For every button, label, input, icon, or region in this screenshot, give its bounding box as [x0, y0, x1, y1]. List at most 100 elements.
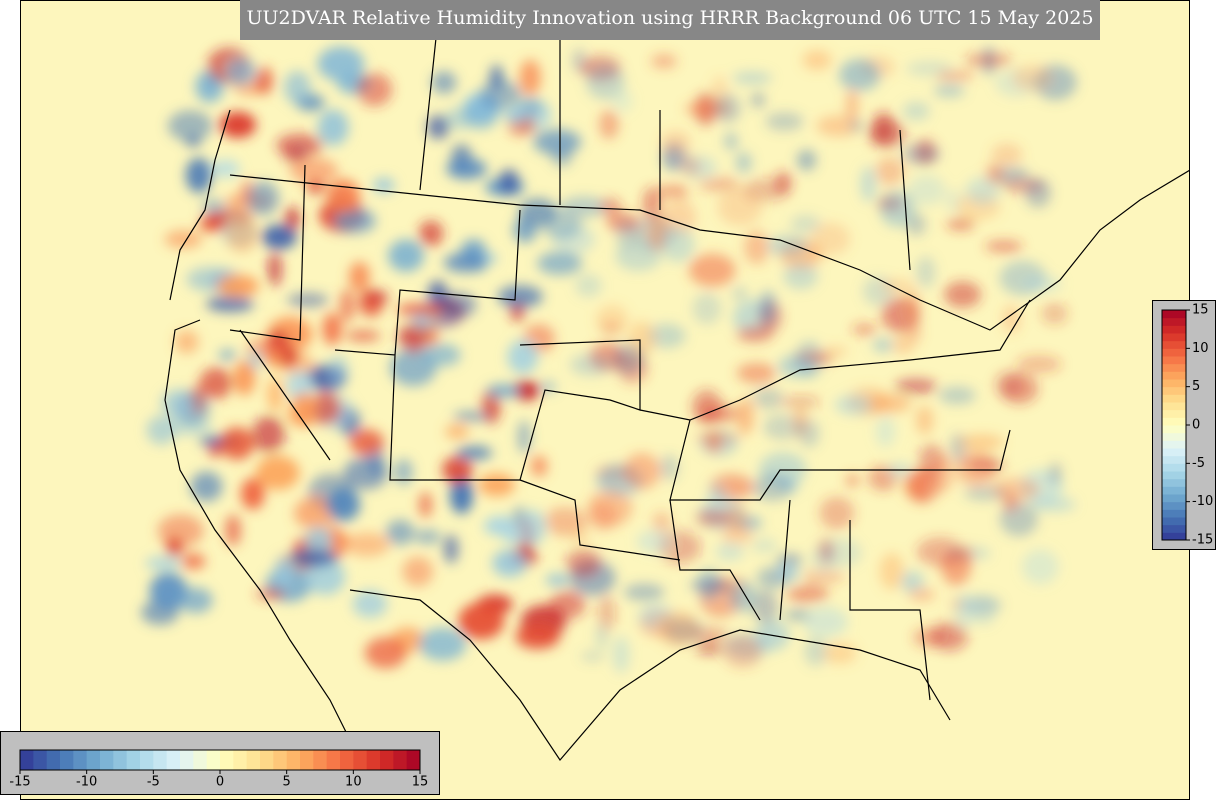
field-blob	[992, 477, 1040, 501]
field-blob	[533, 129, 582, 155]
field-blob	[908, 174, 946, 206]
field-blob	[612, 636, 630, 674]
colorbar-swatch	[153, 750, 168, 770]
field-blob	[220, 427, 255, 460]
colorbar-swatch	[140, 750, 154, 770]
field-blob	[364, 637, 407, 669]
field-blob	[437, 292, 477, 319]
field-blob	[731, 286, 748, 301]
field-blob	[190, 471, 223, 502]
field-blob	[598, 594, 616, 632]
tick-label: 10	[345, 775, 362, 790]
field-blob	[802, 606, 849, 637]
field-blob	[661, 227, 695, 263]
field-blob	[944, 281, 981, 308]
field-blob	[598, 198, 622, 216]
field-blob	[545, 574, 570, 586]
field-blob	[752, 387, 785, 410]
field-blob	[543, 507, 588, 537]
field-blob	[646, 323, 686, 349]
field-blob	[705, 430, 723, 453]
colorbar-swatch	[1162, 494, 1186, 503]
colorbar-swatch	[1162, 348, 1186, 357]
field-blob	[284, 206, 300, 231]
field-blob	[872, 338, 894, 352]
field-blob	[327, 487, 361, 522]
field-blob	[247, 181, 280, 216]
colorbar-swatch	[1162, 363, 1186, 372]
colorbar-right: 15 10 5 0 -5 -10 -15	[1161, 303, 1213, 548]
field-blob	[984, 240, 1023, 253]
field-blob	[783, 262, 818, 290]
field-blob	[512, 380, 540, 401]
field-blob	[790, 214, 821, 233]
field-blob	[164, 230, 203, 249]
colorbar-swatch	[1162, 317, 1186, 326]
field-blob	[268, 252, 282, 287]
field-blob	[210, 159, 240, 178]
field-blob	[419, 491, 432, 518]
field-blob	[642, 187, 662, 220]
colorbar-swatch	[193, 750, 208, 770]
field-blob	[615, 241, 662, 271]
field-blob	[698, 176, 740, 192]
field-blob	[349, 429, 384, 456]
field-blob	[816, 115, 862, 137]
colorbar-swatch	[1162, 310, 1186, 319]
colorbar-swatch	[60, 750, 74, 770]
field-blob	[616, 219, 636, 250]
field-blob	[810, 222, 851, 256]
field-blob	[208, 443, 222, 458]
colorbar-swatch	[1162, 340, 1186, 349]
field-blob	[930, 454, 955, 493]
field-blob	[305, 527, 333, 557]
colorbar-swatch	[353, 750, 368, 770]
field-blob	[766, 235, 809, 256]
field-blob	[385, 519, 415, 546]
field-blob	[317, 109, 349, 146]
tick-label: 15	[412, 775, 429, 790]
field-blob	[936, 71, 975, 82]
field-blob	[206, 296, 254, 313]
field-blob	[660, 130, 691, 155]
field-blob	[569, 353, 612, 376]
field-blob	[930, 621, 968, 651]
colorbar-swatch	[1162, 432, 1186, 441]
colorbar-swatch	[1162, 471, 1186, 480]
field-blob	[752, 473, 793, 501]
field-blob	[266, 377, 284, 412]
field-blob	[845, 88, 859, 122]
field-blob	[498, 169, 520, 195]
field-blob	[519, 509, 546, 546]
colorbar-swatch	[180, 750, 194, 770]
tick-label: -5	[1192, 456, 1205, 471]
field-blob	[612, 343, 645, 375]
field-blob	[443, 252, 487, 273]
field-blob	[328, 355, 349, 387]
field-blob	[588, 502, 617, 531]
field-blob	[446, 158, 488, 180]
colorbar-swatch	[1162, 333, 1186, 342]
field-blob	[515, 623, 560, 650]
tick-label: 15	[1192, 303, 1209, 318]
field-blob	[688, 253, 736, 287]
field-blob	[905, 60, 954, 77]
field-blob	[1048, 462, 1062, 485]
field-blob	[775, 561, 801, 582]
field-blob	[503, 107, 526, 123]
field-blob	[906, 321, 922, 344]
colorbar-swatch	[33, 750, 48, 770]
field-blob	[611, 89, 633, 113]
colorbar-swatch	[46, 750, 61, 770]
field-blob	[145, 556, 182, 571]
field-blob	[724, 132, 738, 151]
field-blob	[225, 514, 241, 547]
tick-label: 5	[283, 775, 291, 790]
field-blob	[699, 404, 740, 424]
field-blob	[157, 514, 204, 548]
field-blob	[431, 71, 457, 94]
field-blob	[445, 107, 476, 130]
field-blob	[752, 589, 779, 625]
field-blob	[954, 593, 976, 628]
field-blob	[914, 469, 928, 504]
